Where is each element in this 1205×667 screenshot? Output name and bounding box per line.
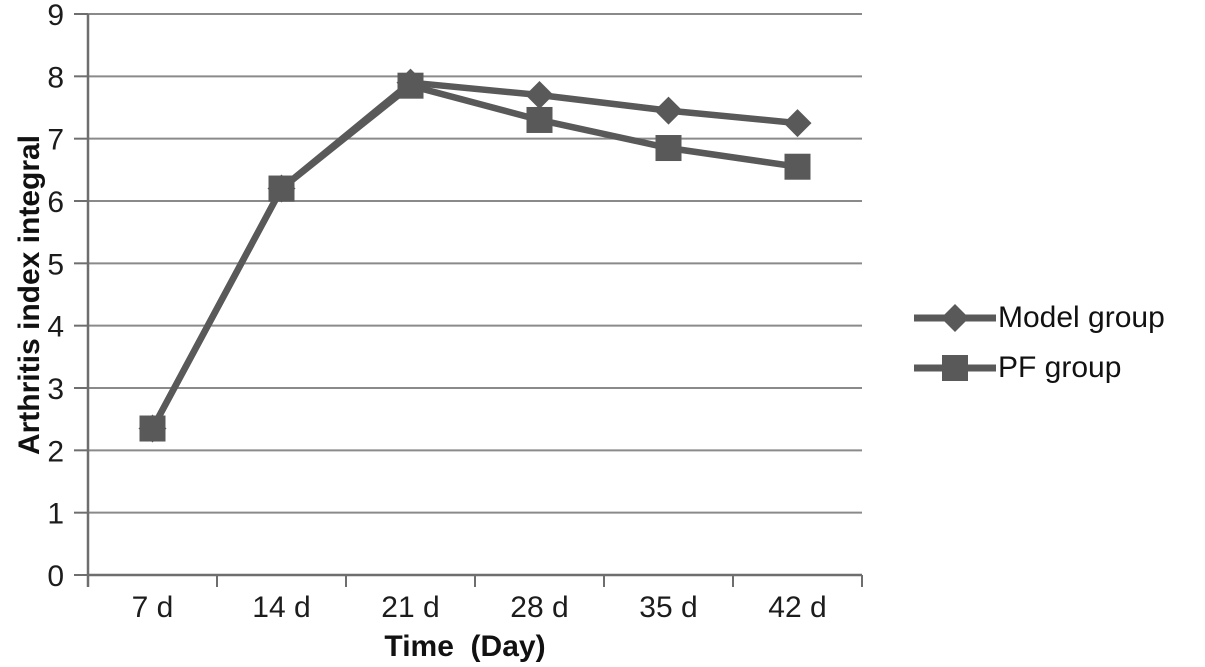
diamond-marker [654,96,683,125]
legend-label-pf-group: PF group [998,351,1122,384]
y-axis-title: Arthritis index integral [13,134,46,456]
legend-item-model-group: Model group [912,301,1165,335]
x-tick-label: 35 d [639,591,697,624]
x-tick-label: 42 d [768,591,826,624]
legend: Model group PF group [912,301,1165,385]
diamond-marker [525,81,554,110]
square-marker-icon [914,355,996,381]
y-tick-labels: 0 1 2 3 4 5 6 7 8 9 [47,0,64,593]
y-tick-label: 7 [47,124,64,157]
x-tick-label: 21 d [381,591,439,624]
y-tick-label: 4 [47,311,64,344]
square-marker [268,175,295,202]
y-tick-label: 9 [47,0,64,32]
x-tick-label: 14 d [252,591,310,624]
series-markers-model-group [138,68,812,443]
square-marker [139,415,166,442]
diamond-marker-icon [914,304,996,332]
square-marker [784,153,811,180]
series-markers-pf-group [139,72,811,442]
y-tick-label: 5 [47,248,64,281]
axes [74,13,863,587]
square-marker [655,135,682,162]
x-tick-label: 28 d [510,591,568,624]
x-tick-labels: 7 d 14 d 21 d 28 d 35 d 42 d [132,591,827,624]
y-tick-label: 8 [47,61,64,94]
gridlines [88,13,862,576]
y-tick-label: 2 [47,435,64,468]
legend-item-pf-group: PF group [912,351,1165,385]
y-tick-label: 0 [47,560,64,593]
series-line-pf-group [149,82,798,431]
square-marker [526,106,553,133]
series-line-model-group [149,79,798,431]
y-tick-label: 3 [47,373,64,406]
x-axis-title: Time (Day) [384,630,546,663]
square-marker [397,72,424,99]
legend-label-model-group: Model group [998,301,1165,334]
x-tick-label: 7 d [132,591,174,624]
y-tick-label: 1 [47,498,64,531]
diamond-marker [783,109,812,138]
y-tick-label: 6 [47,186,64,219]
